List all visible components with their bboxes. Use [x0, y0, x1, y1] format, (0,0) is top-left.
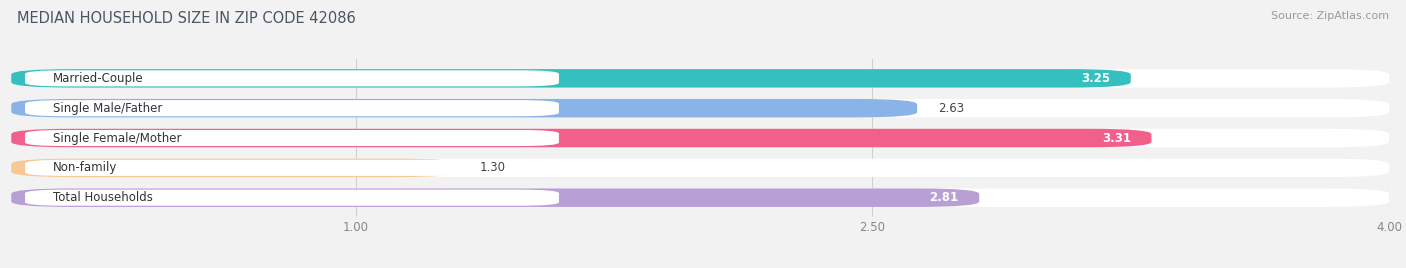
Text: 2.81: 2.81	[929, 191, 959, 204]
FancyBboxPatch shape	[25, 100, 560, 116]
FancyBboxPatch shape	[11, 69, 1130, 88]
Text: Single Male/Father: Single Male/Father	[52, 102, 162, 115]
FancyBboxPatch shape	[11, 159, 458, 177]
FancyBboxPatch shape	[11, 188, 1389, 207]
FancyBboxPatch shape	[11, 69, 1389, 88]
FancyBboxPatch shape	[11, 129, 1152, 147]
Text: Source: ZipAtlas.com: Source: ZipAtlas.com	[1271, 11, 1389, 21]
Text: MEDIAN HOUSEHOLD SIZE IN ZIP CODE 42086: MEDIAN HOUSEHOLD SIZE IN ZIP CODE 42086	[17, 11, 356, 26]
FancyBboxPatch shape	[25, 160, 560, 176]
Text: Non-family: Non-family	[52, 161, 117, 174]
Text: Married-Couple: Married-Couple	[52, 72, 143, 85]
FancyBboxPatch shape	[11, 99, 1389, 117]
FancyBboxPatch shape	[25, 70, 560, 86]
Text: 2.63: 2.63	[938, 102, 965, 115]
FancyBboxPatch shape	[11, 129, 1389, 147]
FancyBboxPatch shape	[11, 188, 979, 207]
Text: Single Female/Mother: Single Female/Mother	[52, 132, 181, 144]
FancyBboxPatch shape	[11, 159, 1389, 177]
FancyBboxPatch shape	[11, 99, 917, 117]
Text: 3.25: 3.25	[1081, 72, 1111, 85]
Text: Total Households: Total Households	[52, 191, 152, 204]
Text: 3.31: 3.31	[1102, 132, 1130, 144]
FancyBboxPatch shape	[25, 190, 560, 206]
FancyBboxPatch shape	[25, 130, 560, 146]
Text: 1.30: 1.30	[479, 161, 506, 174]
